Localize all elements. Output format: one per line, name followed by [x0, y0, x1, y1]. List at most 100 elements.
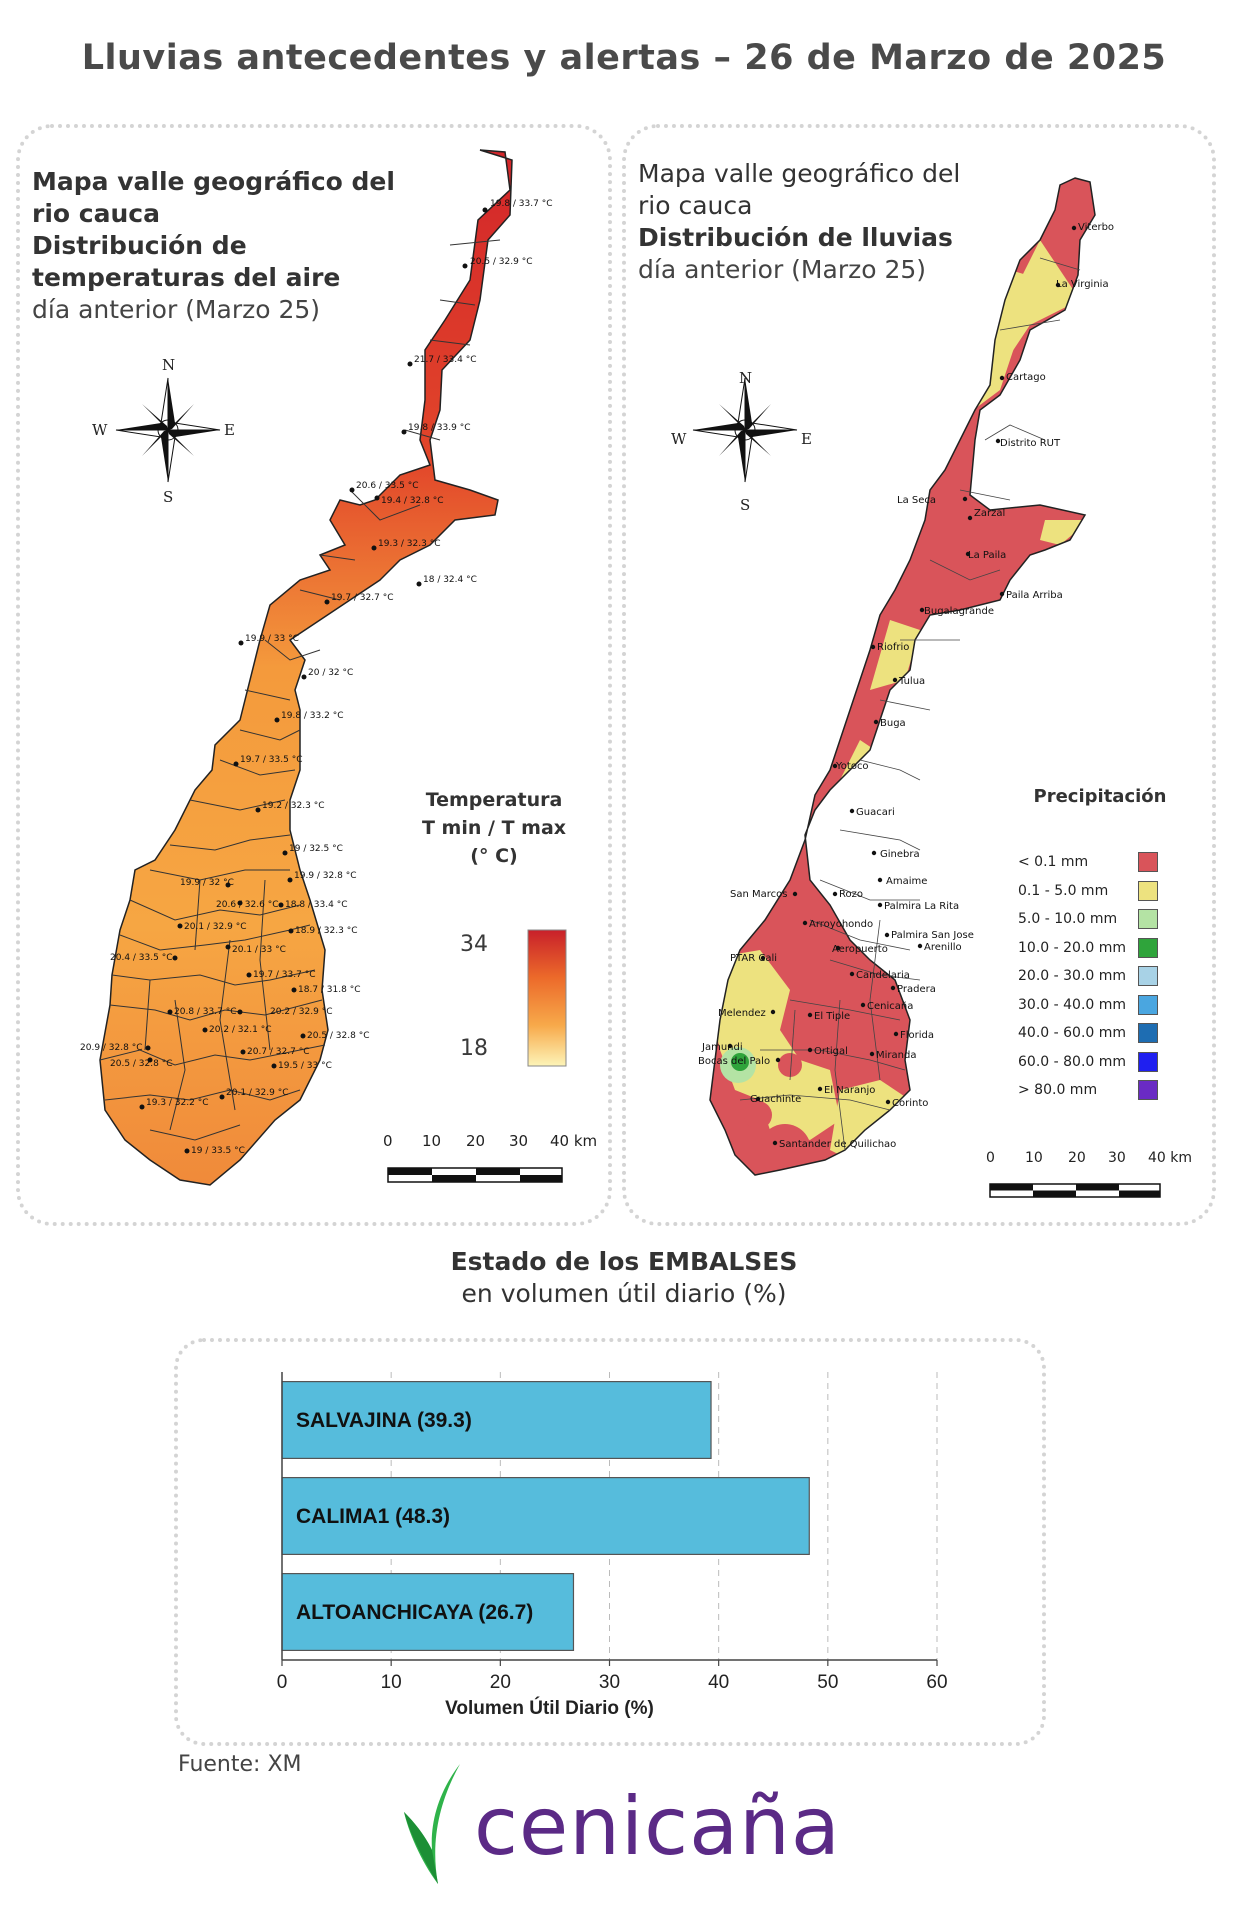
compass-w: W — [671, 430, 687, 448]
rain-legend-swatch — [1138, 1051, 1158, 1072]
reservoirs-title: Estado de los EMBALSES en volumen útil d… — [450, 1247, 798, 1308]
place-label: Santander de Quilichao — [779, 1139, 896, 1150]
station-label: 20.6 / 33.5 °C — [356, 481, 418, 491]
place-label: Distrito RUT — [1000, 438, 1061, 449]
place-label: La Virginia — [1056, 279, 1109, 290]
place-label: Palmira La Rita — [884, 901, 959, 912]
rain-panel — [622, 124, 1216, 1226]
place-label: Bugalagrande — [924, 606, 994, 617]
station-label: 20.4 / 33.5 °C — [110, 953, 172, 963]
scale-label: 0 — [383, 1132, 393, 1150]
place-label: Guacari — [856, 807, 895, 818]
x-tick-label: 0 — [277, 1672, 288, 1693]
place-label: Arenillo — [924, 942, 962, 953]
scale-label: 40 km — [550, 1132, 598, 1150]
station-label: 20 / 32 °C — [308, 668, 353, 678]
rain-legend-swatch — [1138, 852, 1158, 872]
place-label: Jamundi — [701, 1042, 743, 1053]
rain-legend-swatch — [1138, 909, 1158, 929]
station-label: 20.6 / 32.6 °C — [216, 900, 278, 910]
station-label: 18.8 / 33.4 °C — [285, 900, 347, 910]
place-label: El Tiple — [814, 1011, 850, 1022]
x-tick-label: 40 — [708, 1672, 729, 1693]
compass-s: S — [163, 488, 173, 506]
rain-legend-label: 0.1 - 5.0 mm — [1018, 882, 1109, 899]
colorbar-max-label: 34 — [460, 932, 488, 957]
place-label: Paila Arriba — [1006, 590, 1063, 601]
station-label: 20.1 / 32.9 °C — [226, 1088, 288, 1098]
station-label: 19.2 / 32.3 °C — [262, 801, 324, 811]
station-label: 20.5 / 32.8 °C — [110, 1059, 172, 1069]
place-label: Amaime — [886, 876, 927, 887]
rain-legend-swatch — [1138, 994, 1158, 1015]
station-label: 19.8 / 33.2 °C — [281, 711, 343, 721]
page-title: Lluvias antecedentes y alertas – 26 de M… — [81, 38, 1167, 78]
rain-legend-swatch — [1138, 880, 1158, 901]
scale-label: 10 — [1025, 1150, 1043, 1166]
place-label: Florida — [900, 1030, 934, 1041]
x-tick-label: 10 — [381, 1672, 402, 1693]
station-label: 19.9 / 32.8 °C — [294, 871, 356, 881]
place-label: Palmira San Jose — [891, 930, 974, 941]
temperature-colorbar — [527, 929, 567, 1067]
station-label: 20.5 / 32.8 °C — [307, 1031, 369, 1041]
rain-legend-label: 30.0 - 40.0 mm — [1018, 996, 1127, 1013]
station-label: 19.4 / 32.8 °C — [381, 496, 443, 506]
rain-place-points — [727, 225, 1077, 1146]
bar — [281, 1380, 712, 1459]
scale-label: 30 — [1108, 1150, 1126, 1166]
rain-map-title: Mapa valle geográfico del rio cauca Dist… — [638, 159, 961, 284]
place-label: Tulua — [898, 676, 925, 687]
rain-legend-label: 5.0 - 10.0 mm — [1018, 911, 1118, 927]
place-label: Ortigal — [814, 1046, 848, 1057]
bar-label: CALIMA1 (48.3) — [296, 1505, 450, 1528]
compass-e: E — [224, 421, 235, 439]
compass-rose-icon — [115, 377, 221, 483]
colorbar-min-label: 18 — [460, 1036, 488, 1061]
compass-s: S — [740, 496, 750, 514]
rain-legend-label: > 80.0 mm — [1018, 1082, 1098, 1098]
cenicana-logo-icon — [404, 1764, 460, 1884]
place-label: Rozo — [839, 889, 863, 900]
rain-legend-label: 60.0 - 80.0 mm — [1018, 1053, 1127, 1070]
place-label: Riofrio — [877, 642, 909, 653]
place-label: Ginebra — [880, 849, 920, 860]
station-label: 19 / 32.5 °C — [289, 844, 343, 854]
place-label: Pradera — [897, 984, 936, 995]
place-label: La Paila — [968, 550, 1006, 561]
rain-legend-swatch — [1138, 937, 1158, 958]
compass-w: W — [92, 421, 108, 439]
compass-n: N — [162, 356, 175, 374]
place-label: Bocas del Palo — [698, 1056, 770, 1067]
station-label: 19.7 / 33.7 °C — [253, 970, 315, 980]
compass-e: E — [801, 430, 812, 448]
rain-legend-swatch — [1138, 966, 1158, 986]
source-label: Fuente: XM — [178, 1752, 302, 1777]
temperature-voronoi-lines — [99, 239, 501, 1141]
station-label: 20.5 / 32.9 °C — [470, 257, 532, 267]
rain-legend-label: 10.0 - 20.0 mm — [1018, 939, 1127, 956]
place-label: Viterbo — [1078, 222, 1114, 233]
scale-label: 40 km — [1148, 1150, 1193, 1166]
compass-n: N — [739, 369, 752, 387]
station-label: 20.7 / 32.7 °C — [247, 1047, 309, 1057]
scale-label: 0 — [986, 1150, 995, 1166]
temperature-station-points — [139, 207, 488, 1154]
cenicana-logo-text: cenicaña — [474, 1780, 841, 1873]
scale-label: 20 — [466, 1132, 486, 1150]
station-label: 19 / 33.5 °C — [191, 1146, 245, 1156]
bar-label: ALTOANCHICAYA (26.7) — [296, 1601, 533, 1624]
rain-legend-title: Precipitación — [1033, 786, 1167, 807]
station-label: 20.9 / 32.8 °C — [80, 1043, 142, 1053]
rain-legend-swatch — [1138, 1023, 1158, 1043]
rain-legend-swatch — [1138, 1080, 1158, 1100]
place-label: Corinto — [892, 1098, 928, 1109]
scale-label: 10 — [422, 1132, 442, 1150]
station-label: 20.8 / 33.7 °C — [174, 1007, 236, 1017]
place-label: El Naranjo — [824, 1085, 875, 1096]
temperature-scale-bar — [387, 1167, 563, 1183]
bar-label: SALVAJINA (39.3) — [296, 1409, 472, 1432]
place-label: San Marcos — [730, 889, 787, 900]
temperature-map-shape — [99, 149, 513, 1186]
